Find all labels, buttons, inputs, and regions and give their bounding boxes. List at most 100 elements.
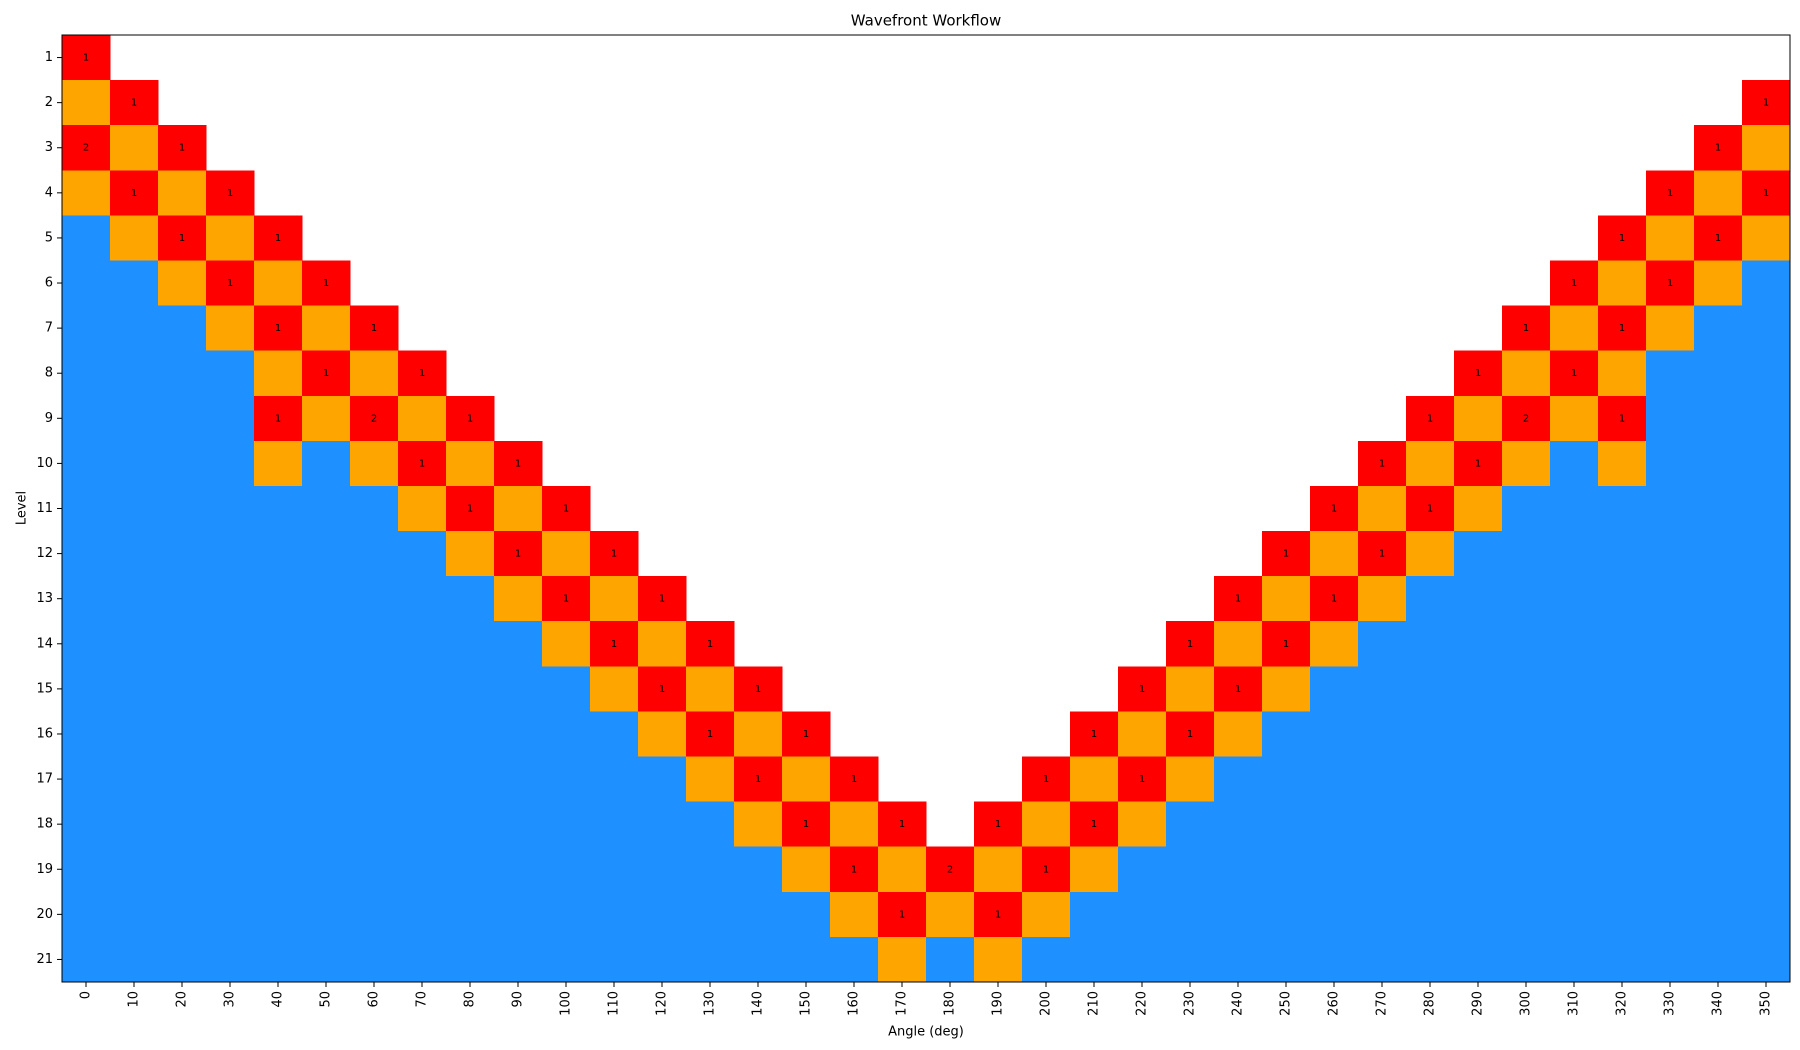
cell xyxy=(590,711,639,758)
cell-label: 1 xyxy=(563,594,569,605)
cell xyxy=(1406,485,1455,532)
cell-label: 1 xyxy=(227,278,233,289)
cell xyxy=(446,395,495,442)
cell xyxy=(974,846,1023,893)
cell xyxy=(1454,440,1503,487)
cell xyxy=(350,846,399,893)
cell-label: 1 xyxy=(1571,368,1577,379)
cell xyxy=(1166,711,1215,758)
cell xyxy=(1646,485,1695,532)
cell xyxy=(1406,531,1455,577)
cell xyxy=(878,846,927,893)
cell xyxy=(1598,666,1647,712)
cell xyxy=(1070,936,1119,983)
cell xyxy=(734,711,783,758)
x-tick-label: 20 xyxy=(175,991,190,1008)
cell xyxy=(446,531,495,577)
cell-label: 1 xyxy=(275,233,281,244)
cell xyxy=(1022,936,1071,983)
cell xyxy=(62,485,111,532)
cell xyxy=(254,305,303,352)
x-tick-label: 260 xyxy=(1327,991,1342,1016)
cell-label: 1 xyxy=(851,864,857,875)
y-tick-label: 12 xyxy=(36,546,53,561)
cell xyxy=(110,891,159,938)
cell xyxy=(1598,485,1647,532)
cell xyxy=(110,125,159,171)
cell xyxy=(1598,846,1647,893)
cell xyxy=(158,801,207,848)
cell xyxy=(1742,891,1791,938)
cell xyxy=(206,756,255,803)
cell xyxy=(398,936,447,983)
cell xyxy=(446,891,495,938)
cell xyxy=(638,801,687,848)
y-tick-label: 6 xyxy=(45,276,53,291)
cell xyxy=(686,756,735,803)
cell xyxy=(158,531,207,577)
cell xyxy=(398,621,447,667)
cell xyxy=(206,531,255,577)
x-tick-label: 250 xyxy=(1279,991,1294,1016)
cell xyxy=(62,756,111,803)
cell xyxy=(1310,485,1359,532)
cell xyxy=(1358,936,1407,983)
cell xyxy=(494,936,543,983)
cell xyxy=(494,531,543,577)
cell xyxy=(1502,801,1551,848)
cell xyxy=(1550,395,1599,442)
cell xyxy=(638,576,687,622)
cell xyxy=(1502,485,1551,532)
cell-label: 1 xyxy=(323,278,329,289)
cell xyxy=(1598,801,1647,848)
cell xyxy=(1598,260,1647,307)
cell xyxy=(878,891,927,938)
cell xyxy=(110,801,159,848)
cell xyxy=(398,350,447,397)
cell xyxy=(494,485,543,532)
cell xyxy=(1214,711,1263,758)
cell xyxy=(110,260,159,307)
cell xyxy=(1550,756,1599,803)
cell-label: 1 xyxy=(1619,323,1625,334)
cell xyxy=(302,846,351,893)
cell xyxy=(1694,756,1743,803)
cell-label: 1 xyxy=(899,909,905,920)
cell-label: 1 xyxy=(515,549,521,560)
cell xyxy=(1694,125,1743,171)
cell xyxy=(62,801,111,848)
cell xyxy=(1502,756,1551,803)
cell xyxy=(542,846,591,893)
cell xyxy=(206,350,255,397)
cell xyxy=(686,711,735,758)
x-tick-label: 70 xyxy=(415,991,430,1008)
cell xyxy=(1742,576,1791,622)
cell xyxy=(1358,891,1407,938)
cell xyxy=(734,936,783,983)
cell xyxy=(1166,846,1215,893)
cell xyxy=(398,395,447,442)
cell xyxy=(782,936,831,983)
cell xyxy=(1742,531,1791,577)
cell xyxy=(494,440,543,487)
cell xyxy=(734,666,783,712)
cell xyxy=(590,666,639,712)
cell xyxy=(878,801,927,848)
cell xyxy=(302,666,351,712)
cell-label: 1 xyxy=(995,909,1001,920)
cell xyxy=(350,711,399,758)
cell xyxy=(1166,666,1215,712)
cell xyxy=(1454,756,1503,803)
cell xyxy=(1358,801,1407,848)
cell xyxy=(926,936,975,983)
cell-label: 1 xyxy=(515,458,521,469)
cell xyxy=(110,440,159,487)
cell xyxy=(1406,711,1455,758)
cell xyxy=(542,711,591,758)
cell xyxy=(62,395,111,442)
cell xyxy=(1742,756,1791,803)
cell xyxy=(1454,621,1503,667)
x-tick-label: 210 xyxy=(1087,991,1102,1016)
cell-label: 1 xyxy=(1619,233,1625,244)
cell-label: 1 xyxy=(1427,504,1433,515)
